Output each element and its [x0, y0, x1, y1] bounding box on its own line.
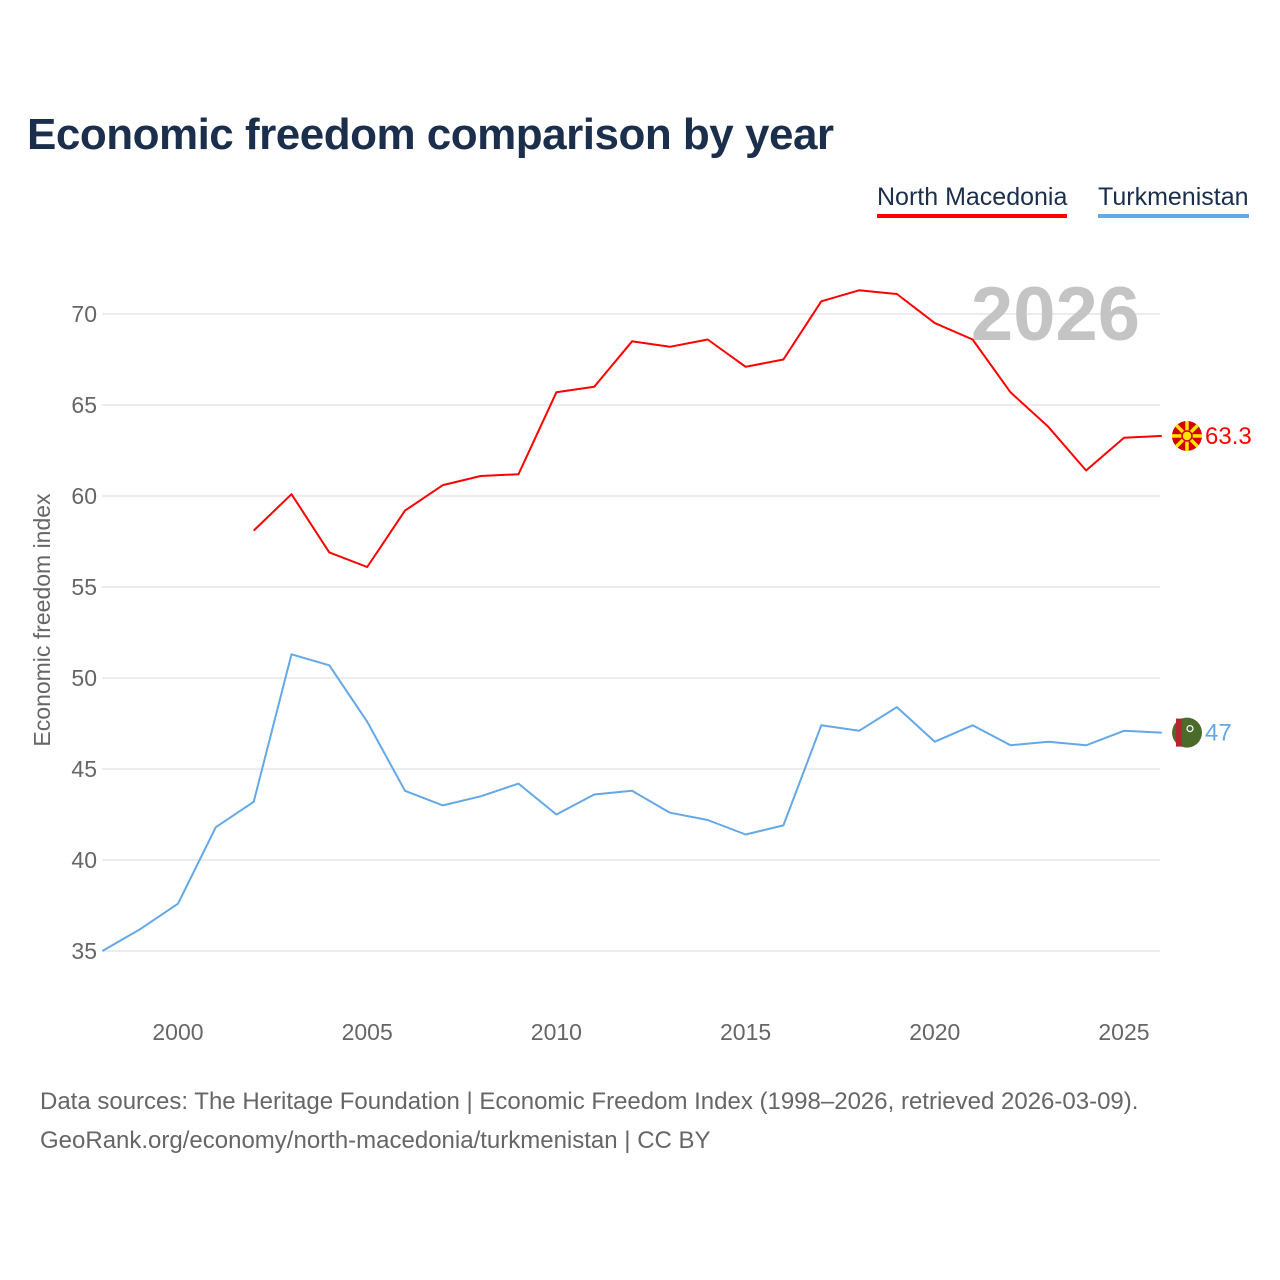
north-macedonia-flag-icon: [1172, 420, 1202, 451]
data-point: [818, 298, 824, 304]
data-point: [326, 662, 332, 668]
data-point: [516, 781, 522, 787]
year-watermark: 2026: [971, 272, 1140, 357]
data-point: [856, 287, 862, 293]
data-point: [99, 948, 105, 954]
data-point: [553, 812, 559, 818]
x-tick-label: 2020: [909, 1019, 960, 1045]
data-point: [591, 384, 597, 390]
y-tick-label: 60: [71, 483, 97, 509]
data-point: [516, 471, 522, 477]
data-point: [402, 508, 408, 514]
footer-link[interactable]: GeoRank.org/economy/north-macedonia/turk…: [40, 1127, 711, 1154]
data-point: [894, 291, 900, 297]
footer-sources: Data sources: The Heritage Foundation | …: [40, 1088, 1139, 1115]
data-point: [705, 336, 711, 342]
data-point: [364, 564, 370, 570]
turkmenistan-flag-icon: [1172, 717, 1202, 748]
data-point: [705, 817, 711, 823]
y-tick-label: 40: [71, 847, 97, 873]
data-point: [743, 364, 749, 370]
data-point: [553, 389, 559, 395]
series-line-turkmenistan: [101, 653, 1162, 952]
y-tick-label: 35: [71, 938, 97, 964]
legend-north-macedonia[interactable]: North Macedonia: [877, 183, 1068, 218]
data-point: [440, 482, 446, 488]
x-tick-label: 2005: [342, 1019, 393, 1045]
y-tick-label: 45: [71, 756, 97, 782]
data-point: [667, 810, 673, 816]
y-axis-label: Economic freedom index: [29, 493, 55, 747]
data-point: [478, 793, 484, 799]
data-point: [667, 344, 673, 350]
x-tick-label: 2015: [720, 1019, 771, 1045]
data-point: [251, 799, 257, 805]
data-point: [629, 338, 635, 344]
data-point: [440, 802, 446, 808]
data-point: [289, 491, 295, 497]
data-point: [1007, 389, 1013, 395]
gridlines: [102, 313, 1160, 952]
x-tick-label: 2000: [152, 1019, 203, 1045]
data-point: [1083, 468, 1089, 474]
data-point: [326, 549, 332, 555]
x-tick-label: 2010: [531, 1019, 582, 1045]
data-point: [591, 791, 597, 797]
end-value-label: 47: [1205, 720, 1232, 747]
data-point: [780, 357, 786, 363]
end-value-label: 63.3: [1205, 423, 1252, 450]
data-point: [1083, 742, 1089, 748]
data-point: [1159, 730, 1165, 736]
data-point: [629, 788, 635, 794]
data-point: [1121, 435, 1127, 441]
data-point: [856, 728, 862, 734]
data-point: [251, 528, 257, 534]
y-tick-label: 70: [71, 301, 97, 327]
y-tick-label: 50: [71, 665, 97, 691]
data-point: [818, 722, 824, 728]
legend-turkmenistan[interactable]: Turkmenistan: [1098, 183, 1249, 218]
x-tick-label: 2025: [1098, 1019, 1149, 1045]
data-point: [970, 336, 976, 342]
chart-title: Economic freedom comparison by year: [27, 110, 834, 159]
series-line-north-macedonia: [253, 289, 1162, 568]
x-axis-ticks: 2000 2005 2010 2015 2020 2025: [152, 1019, 1149, 1045]
data-point: [478, 473, 484, 479]
data-point: [1045, 739, 1051, 745]
data-point: [743, 832, 749, 838]
data-point: [213, 824, 219, 830]
data-point: [780, 822, 786, 828]
data-point: [289, 651, 295, 657]
data-point: [364, 719, 370, 725]
data-point: [970, 722, 976, 728]
data-point: [402, 788, 408, 794]
data-point: [1121, 728, 1127, 734]
data-point: [932, 739, 938, 745]
y-tick-label: 65: [71, 392, 97, 418]
data-point: [137, 926, 143, 932]
data-point: [1159, 433, 1165, 439]
series-lines: 63.3 47: [99, 287, 1252, 954]
data-point: [1045, 424, 1051, 430]
y-tick-label: 55: [71, 574, 97, 600]
data-point: [175, 901, 181, 907]
data-point: [932, 320, 938, 326]
data-point: [1007, 742, 1013, 748]
data-point: [894, 704, 900, 710]
y-axis-ticks: 35 40 45 50 55 60 65 70: [71, 301, 97, 964]
